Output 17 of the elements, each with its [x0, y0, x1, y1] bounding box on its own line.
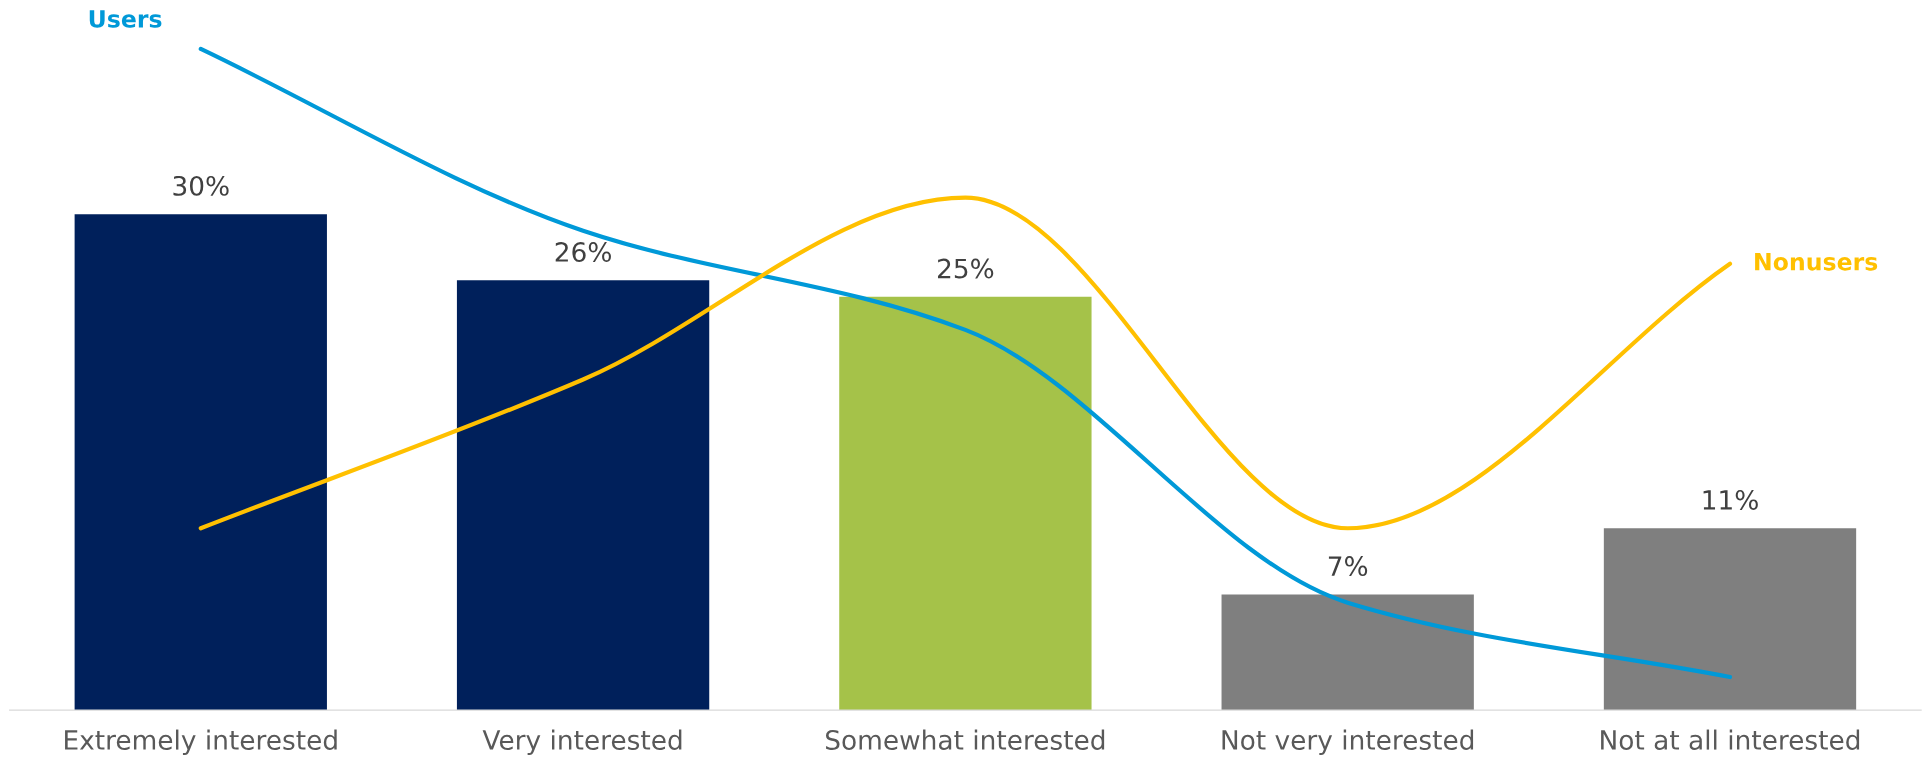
series-label: Nonusers	[1755, 253, 1878, 271]
data-label: 7%	[1328, 556, 1368, 577]
bar	[456, 280, 710, 711]
data-label: 30%	[173, 175, 229, 196]
x-tick-label: Somewhat interested	[826, 729, 1105, 750]
bar	[1221, 594, 1474, 711]
data-label: 11%	[1703, 489, 1758, 510]
bar	[1603, 528, 1857, 711]
data-label: 26%	[555, 242, 611, 262]
x-tick-label: Not at all interested	[1601, 729, 1860, 750]
series-label: Users	[89, 10, 162, 28]
x-tick-label: Very interested	[482, 729, 682, 756]
bar	[74, 214, 327, 711]
x-tick-label: Extremely interested	[65, 729, 337, 756]
x-tick-label: Not very interested	[1222, 729, 1474, 756]
data-label: 25%	[937, 258, 994, 279]
bar	[839, 296, 1092, 711]
